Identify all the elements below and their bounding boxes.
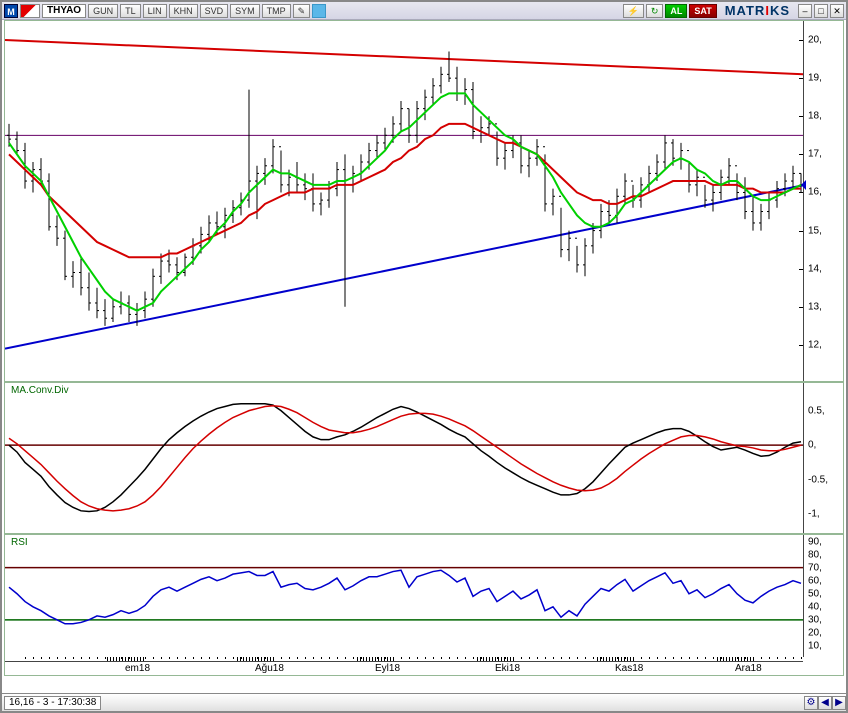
y-tick-label: -0.5, — [808, 474, 828, 485]
x-tick-label: Eyl18 — [375, 663, 400, 674]
y-tick-label: 15, — [808, 225, 822, 236]
y-tick-label: 14, — [808, 263, 822, 274]
toolbar-khn-button[interactable]: KHN — [169, 4, 198, 18]
toolbar-tmp-button[interactable]: TMP — [262, 4, 291, 18]
symbol-label[interactable]: THYAO — [42, 4, 86, 18]
nav-prev-button[interactable]: ◀ — [818, 696, 832, 710]
chart-window: M THYAO GUN TL LIN KHN SVD SYM TMP ✎ ⚡ ↻… — [0, 0, 848, 713]
y-tick-label: 20, — [808, 35, 822, 46]
app-icon: M — [4, 4, 18, 18]
tool-button[interactable]: ⚙ — [804, 696, 818, 710]
rsi-panel[interactable]: RSI 10,20,30,40,50,60,70,80,90, em18Ağu1… — [4, 534, 844, 676]
minimize-button[interactable]: ‒ — [798, 4, 812, 18]
sell-button[interactable]: SAT — [689, 4, 716, 18]
y-tick-label: 0, — [808, 440, 816, 451]
y-tick-label: -1, — [808, 509, 820, 520]
toolbar-brush-button[interactable]: ✎ — [293, 4, 311, 18]
y-tick-label: 50, — [808, 588, 822, 599]
y-tick-label: 17, — [808, 149, 822, 160]
nav-next-button[interactable]: ▶ — [832, 696, 846, 710]
close-button[interactable]: ✕ — [830, 4, 844, 18]
y-tick-label: 19, — [808, 73, 822, 84]
y-tick-label: 30, — [808, 614, 822, 625]
toolbar-gun-button[interactable]: GUN — [88, 4, 118, 18]
toolbar-lightning-button[interactable]: ⚡ — [623, 4, 644, 18]
y-tick-label: 20, — [808, 627, 822, 638]
brand-post: KS — [770, 3, 790, 18]
y-tick-label: 70, — [808, 562, 822, 573]
status-text: 16,16 - 3 - 17:30:38 — [4, 696, 101, 710]
statusbar: 16,16 - 3 - 17:30:38 ⚙ ◀ ▶ — [2, 693, 846, 711]
y-tick-label: 12, — [808, 339, 822, 350]
toolbar-tl-button[interactable]: TL — [120, 4, 141, 18]
toolbar-svd-button[interactable]: SVD — [200, 4, 229, 18]
maximize-button[interactable]: □ — [814, 4, 828, 18]
toolbar-refresh-button[interactable]: ↻ — [646, 4, 664, 18]
y-tick-label: 60, — [808, 575, 822, 586]
flag-icon — [20, 4, 40, 18]
y-tick-label: 90, — [808, 536, 822, 547]
y-tick-label: 16, — [808, 187, 822, 198]
y-tick-label: 0.5, — [808, 405, 825, 416]
titlebar: M THYAO GUN TL LIN KHN SVD SYM TMP ✎ ⚡ ↻… — [2, 2, 846, 20]
x-tick-label: Kas18 — [615, 663, 643, 674]
y-tick-label: 18, — [808, 111, 822, 122]
x-tick-label: Ağu18 — [255, 663, 284, 674]
y-tick-label: 13, — [808, 301, 822, 312]
brand-logo: MATRIKS — [725, 3, 790, 18]
brand-pre: MATR — [725, 3, 766, 18]
x-tick-label: em18 — [125, 663, 150, 674]
macd-panel[interactable]: MA.Conv.Div -1,-0.5,0,0.5, — [4, 382, 844, 534]
price-panel[interactable]: 12, 13, 14, 15, 16, 17, 18, 19, 20, — [4, 20, 844, 382]
twitter-icon[interactable] — [312, 4, 326, 18]
toolbar-lin-button[interactable]: LIN — [143, 4, 167, 18]
x-tick-label: Ara18 — [735, 663, 762, 674]
y-tick-label: 40, — [808, 601, 822, 612]
chart-area: 12,13,14,15,16,17,18,19,20, MA.Conv.Div … — [4, 20, 844, 693]
toolbar-sym-button[interactable]: SYM — [230, 4, 260, 18]
y-tick-label: 80, — [808, 549, 822, 560]
x-tick-label: Eki18 — [495, 663, 520, 674]
y-tick-label: 10, — [808, 640, 822, 651]
buy-button[interactable]: AL — [665, 4, 687, 18]
